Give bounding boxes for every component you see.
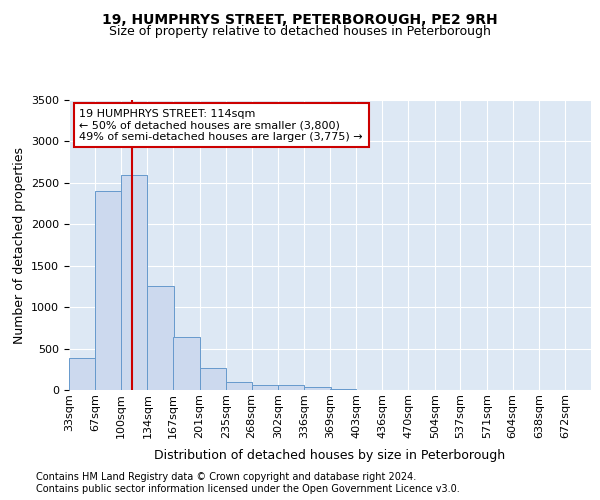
Bar: [330, 389, 356, 390]
Bar: [95, 191, 122, 390]
Bar: [226, 382, 253, 390]
Bar: [148, 286, 174, 390]
Y-axis label: Number of detached properties: Number of detached properties: [13, 146, 26, 344]
Text: 19 HUMPHRYS STREET: 114sqm
← 50% of detached houses are smaller (3,800)
49% of s: 19 HUMPHRYS STREET: 114sqm ← 50% of deta…: [79, 108, 363, 142]
Text: Contains public sector information licensed under the Open Government Licence v3: Contains public sector information licen…: [36, 484, 460, 494]
Bar: [278, 385, 304, 390]
Bar: [199, 368, 226, 390]
Bar: [69, 358, 95, 390]
Bar: [173, 337, 199, 390]
Bar: [251, 385, 278, 390]
Bar: [304, 386, 331, 390]
Bar: [121, 174, 148, 390]
Text: Contains HM Land Registry data © Crown copyright and database right 2024.: Contains HM Land Registry data © Crown c…: [36, 472, 416, 482]
Text: 19, HUMPHRYS STREET, PETERBOROUGH, PE2 9RH: 19, HUMPHRYS STREET, PETERBOROUGH, PE2 9…: [102, 12, 498, 26]
Text: Size of property relative to detached houses in Peterborough: Size of property relative to detached ho…: [109, 25, 491, 38]
X-axis label: Distribution of detached houses by size in Peterborough: Distribution of detached houses by size …: [154, 449, 506, 462]
